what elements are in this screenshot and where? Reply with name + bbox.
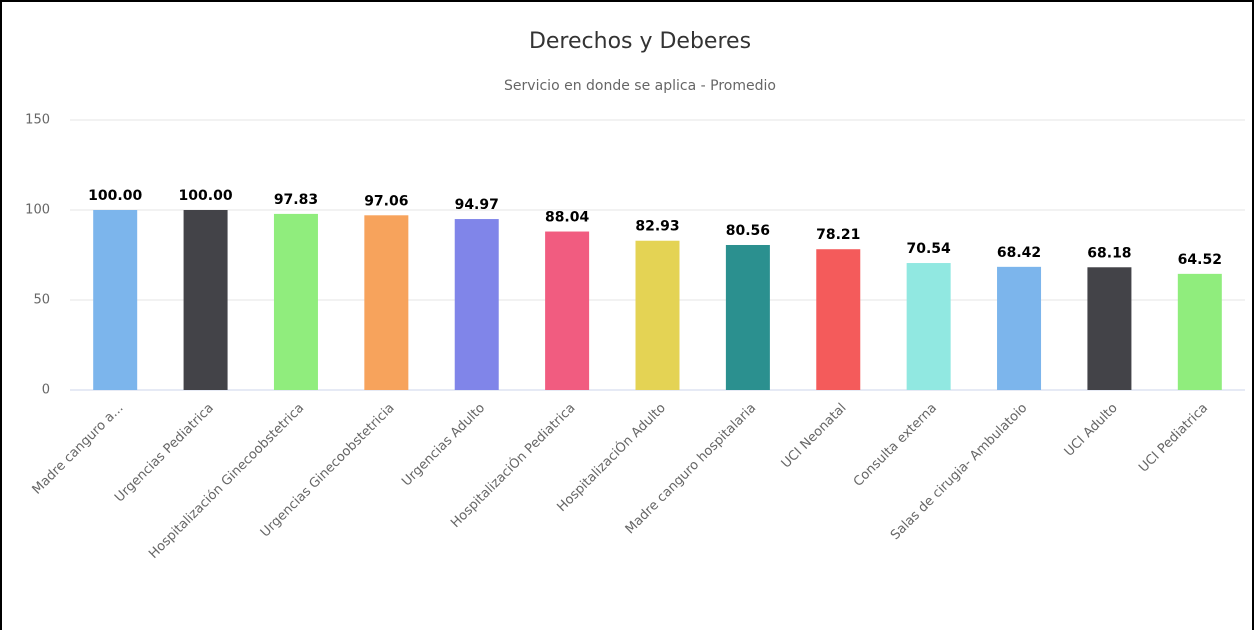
data-label: 78.21 — [816, 227, 860, 243]
y-tick-label: 150 — [25, 113, 50, 128]
data-label: 70.54 — [907, 241, 952, 257]
bar — [454, 219, 499, 390]
y-tick-label: 50 — [33, 293, 50, 308]
data-label: 64.52 — [1178, 252, 1222, 268]
bar — [364, 215, 409, 390]
bar — [93, 210, 138, 390]
bar — [997, 266, 1042, 390]
data-label: 68.18 — [1087, 245, 1131, 261]
bar — [183, 210, 228, 390]
bar — [816, 249, 861, 390]
bar — [1087, 267, 1132, 390]
data-label: 68.42 — [997, 245, 1041, 261]
y-tick-label: 0 — [42, 383, 50, 398]
y-tick-label: 100 — [25, 203, 50, 218]
bar — [725, 244, 770, 390]
bar — [906, 263, 951, 390]
data-label: 94.97 — [455, 197, 499, 213]
data-label: 88.04 — [545, 210, 590, 226]
data-label: 100.00 — [179, 188, 233, 204]
bar — [1177, 273, 1222, 390]
bar — [545, 231, 590, 390]
chart-subtitle: Servicio en donde se aplica - Promedio — [504, 78, 776, 94]
bar — [635, 240, 680, 390]
chart-title: Derechos y Deberes — [529, 29, 751, 54]
data-label: 97.06 — [364, 193, 408, 209]
bar — [273, 213, 318, 390]
data-label: 82.93 — [635, 219, 679, 235]
data-label: 80.56 — [726, 223, 770, 239]
data-label: 100.00 — [88, 188, 142, 204]
data-label: 97.83 — [274, 192, 318, 208]
